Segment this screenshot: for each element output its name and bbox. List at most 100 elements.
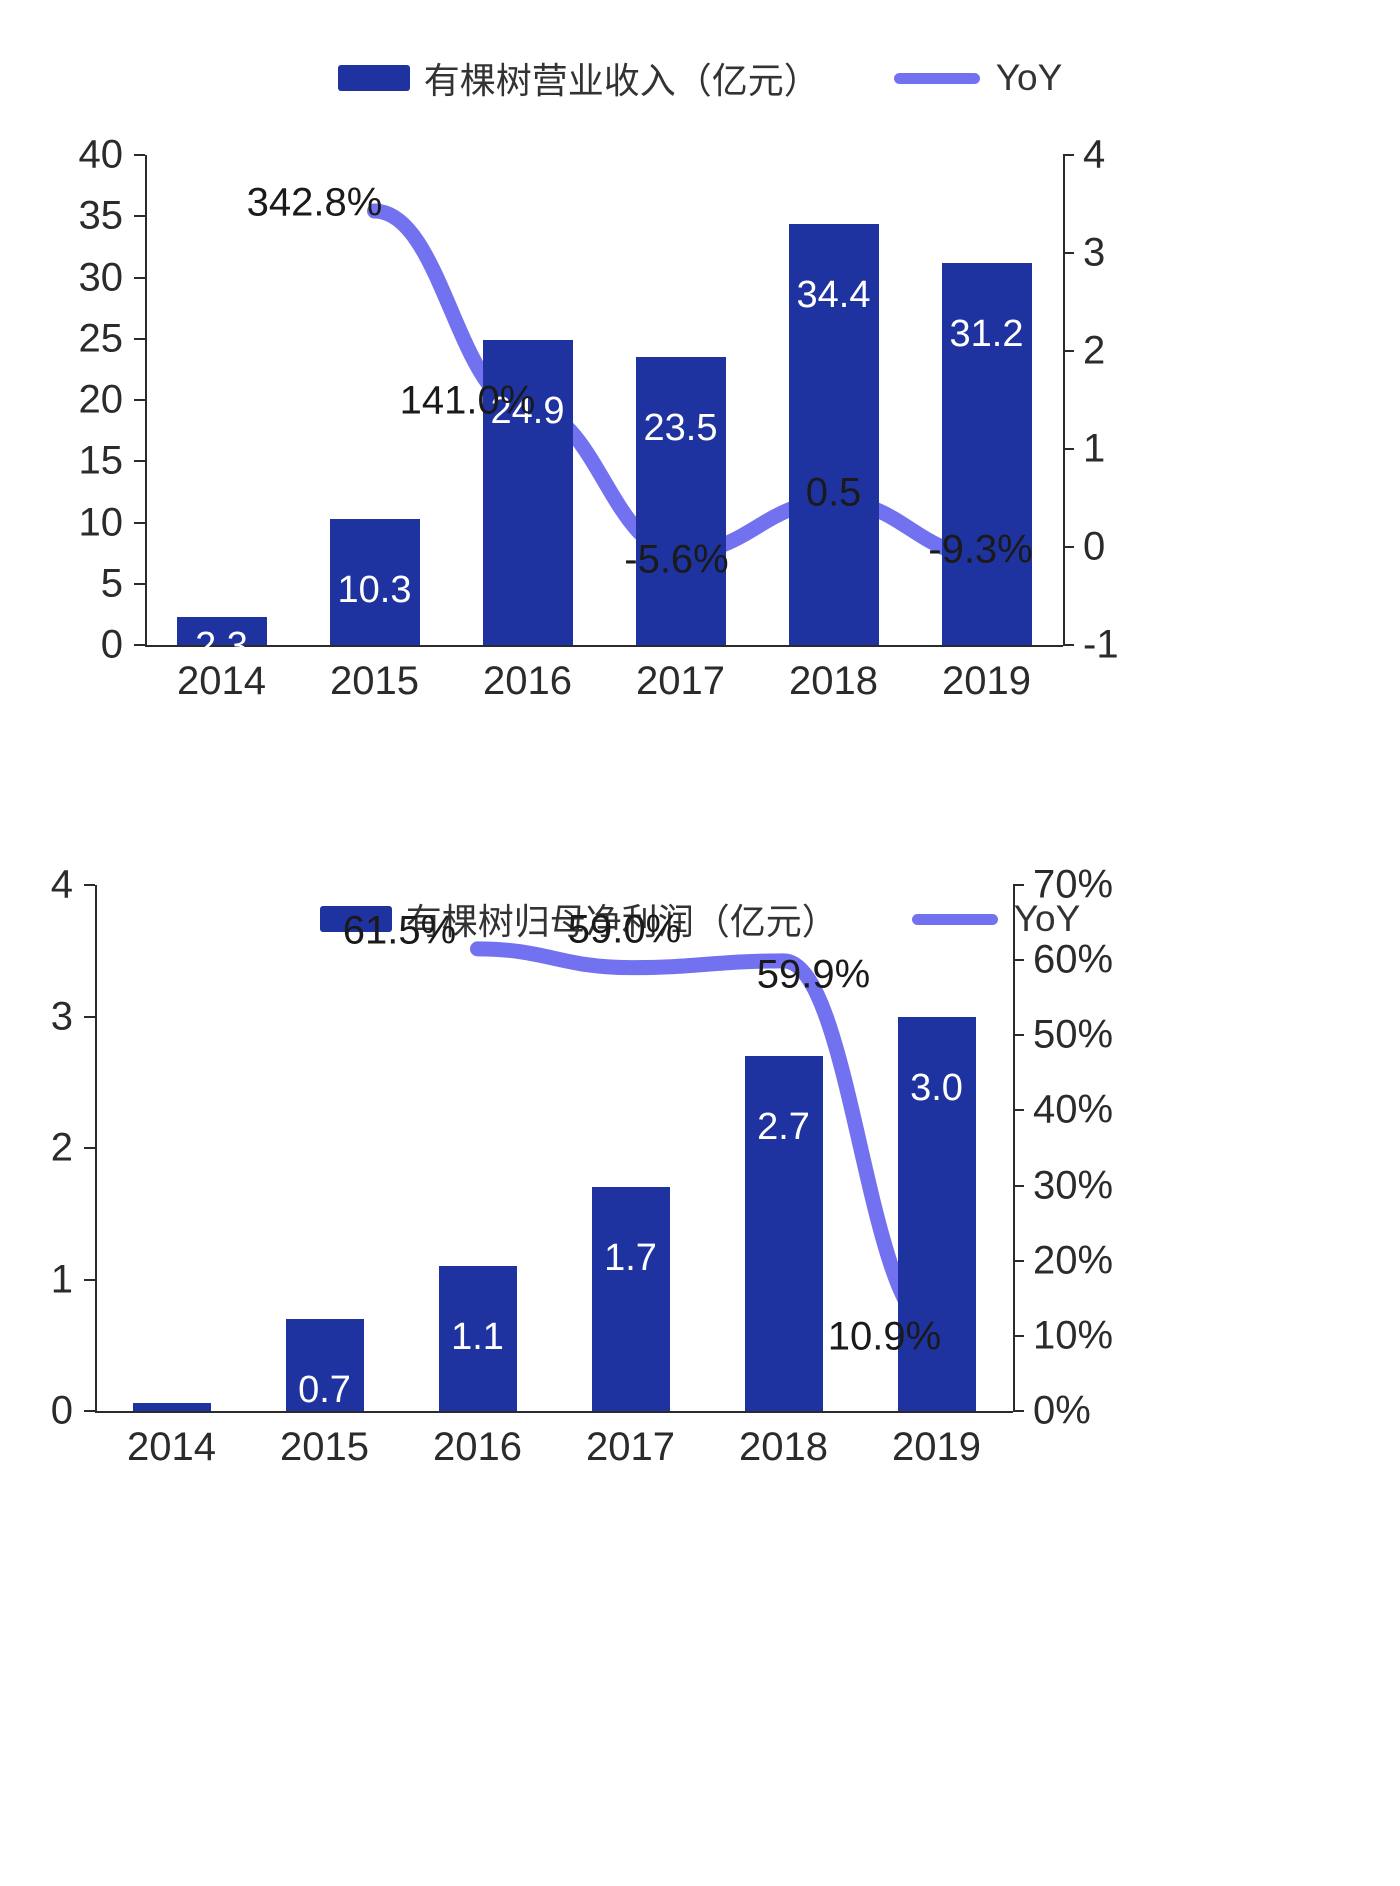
y-axis-tick-left	[84, 884, 95, 886]
legend-line-swatch-icon	[911, 913, 998, 925]
y-axis-tick-left	[134, 399, 145, 401]
y-axis-tick-right	[1063, 448, 1074, 450]
bar-value-label: 23.5	[643, 407, 718, 450]
y-axis-label-right: 2	[1083, 328, 1106, 373]
legend-line-label: YoY	[995, 57, 1063, 98]
y-axis-tick-right	[1013, 1334, 1024, 1337]
y-axis-tick-left	[134, 154, 145, 156]
axis-line	[145, 645, 1063, 647]
y-axis-tick-right	[1013, 884, 1024, 886]
bar-value-label: 1.1	[451, 1316, 504, 1359]
y-axis-tick-right	[1013, 1184, 1024, 1187]
y-axis-label-left: 1	[50, 1257, 73, 1301]
chart-panel-net-profit: 有棵树归母净利润（亿元） YoY 4 3 2 1 0 70% 60% 50% 40% 30% 20%…	[0, 863, 1400, 1886]
y-axis-label-left: 30	[78, 255, 124, 299]
axis-line	[95, 885, 97, 1411]
y-axis-label-right: 0	[1083, 524, 1106, 569]
bar	[591, 1187, 670, 1411]
bar	[438, 1266, 517, 1411]
bar	[132, 1403, 211, 1411]
x-axis-label: 2015	[330, 659, 419, 703]
line-value-label: 61.5%	[342, 908, 457, 953]
bar	[285, 1318, 364, 1411]
legend-entry-line-revenue: YoY	[893, 57, 1063, 99]
y-axis-label-left: 15	[78, 438, 124, 483]
line-value-label: 10.9%	[827, 1314, 942, 1359]
y-axis-tick-left	[84, 1015, 95, 1018]
y-axis-label-right: 4	[1083, 132, 1106, 177]
x-axis-label: 2014	[177, 659, 266, 703]
x-axis-label: 2017	[586, 1425, 675, 1469]
line-value-label: -9.3%	[928, 527, 1033, 572]
y-axis-tick-right	[1063, 644, 1074, 646]
plot-area-revenue: 40 35 30 25 20 15 10 5 0 4 3 2 1 0 -1 2014 2015 2016 2017 2…	[78, 132, 1119, 704]
y-axis-tick-right	[1013, 1410, 1024, 1412]
y-axis-tick-left	[84, 1410, 95, 1412]
bar-value-label: 0.7	[298, 1368, 351, 1411]
axis-line	[1063, 155, 1065, 645]
y-axis-label-left: 3	[50, 994, 73, 1038]
y-axis-tick-left	[134, 460, 145, 463]
x-axis-label: 2019	[942, 659, 1031, 703]
legend-bar-swatch-icon	[319, 906, 392, 932]
x-axis-label: 2014	[127, 1425, 216, 1469]
legend-bar-label: 有棵树归母净利润（亿元）	[405, 902, 838, 943]
bar-value-label: 2.7	[757, 1105, 810, 1148]
x-axis-label: 2015	[280, 1425, 369, 1469]
y-axis-tick-left	[134, 644, 145, 646]
axis-line	[95, 1411, 1013, 1413]
y-axis-tick-right	[1013, 1034, 1024, 1037]
x-axis-label: 2017	[636, 659, 725, 703]
y-axis-tick-right	[1063, 546, 1074, 548]
bar	[329, 518, 420, 645]
y-axis-label-right: 1	[1083, 426, 1106, 471]
bar-value-label: 34.4	[796, 273, 871, 316]
y-axis-tick-right	[1063, 350, 1074, 352]
y-axis-label-left: 2	[50, 1125, 73, 1170]
legend-entry-bar-revenue: 有棵树营业收入（亿元）	[337, 52, 820, 104]
y-axis-label-left: 0	[50, 1388, 73, 1433]
bar-value-label: 2.3	[195, 624, 248, 667]
y-axis-label-right: 70%	[1033, 862, 1114, 907]
legend-revenue: 有棵树营业收入（亿元） YoY	[0, 52, 1400, 104]
legend-entry-bar-net-profit: 有棵树归母净利润（亿元）	[319, 893, 838, 945]
y-axis-tick-left	[134, 521, 145, 524]
y-axis-label-right: -1	[1083, 622, 1119, 667]
y-axis-tick-right	[1063, 252, 1074, 254]
bar-value-label: 10.3	[337, 568, 412, 611]
y-axis-label-left: 4	[50, 862, 73, 907]
x-axis-label: 2018	[739, 1425, 828, 1469]
y-axis-tick-right	[1013, 1109, 1024, 1112]
y-axis-label-right: 40%	[1033, 1087, 1114, 1132]
bar	[482, 339, 573, 645]
y-axis-label-left: 25	[78, 316, 124, 361]
yoy-line	[470, 941, 944, 1337]
line-value-label: 0.5	[805, 470, 862, 515]
legend-bar-label: 有棵树营业收入（亿元）	[423, 61, 820, 102]
line-value-label: 59.0%	[567, 907, 682, 952]
legend-net-profit: 有棵树归母净利润（亿元） YoY	[0, 893, 1400, 945]
legend-line-swatch-icon	[893, 72, 980, 84]
y-axis-tick-left	[134, 215, 145, 218]
y-axis-tick-left	[84, 1278, 95, 1281]
y-axis-label-left: 10	[78, 500, 124, 544]
bar-value-label: 31.2	[949, 312, 1024, 355]
y-axis-label-left: 0	[100, 622, 123, 667]
y-axis-tick-right	[1013, 1259, 1024, 1262]
bar	[897, 1016, 976, 1411]
bar-value-label: 1.7	[604, 1237, 657, 1280]
y-axis-label-right: 20%	[1033, 1238, 1114, 1283]
x-axis-label: 2018	[789, 659, 878, 703]
y-axis-label-left: 40	[78, 132, 124, 177]
line-value-label: 342.8%	[246, 180, 383, 225]
line-value-label: 59.9%	[756, 952, 871, 997]
line-value-label: -5.6%	[624, 537, 729, 582]
bar	[788, 223, 879, 645]
y-axis-label-left: 35	[78, 193, 124, 238]
y-axis-tick-right	[1063, 154, 1074, 156]
bar	[635, 357, 726, 645]
legend-bar-swatch-icon	[337, 65, 410, 91]
y-axis-label-right: 10%	[1033, 1313, 1114, 1358]
bar	[941, 262, 1032, 645]
y-axis-tick-left	[134, 276, 145, 279]
